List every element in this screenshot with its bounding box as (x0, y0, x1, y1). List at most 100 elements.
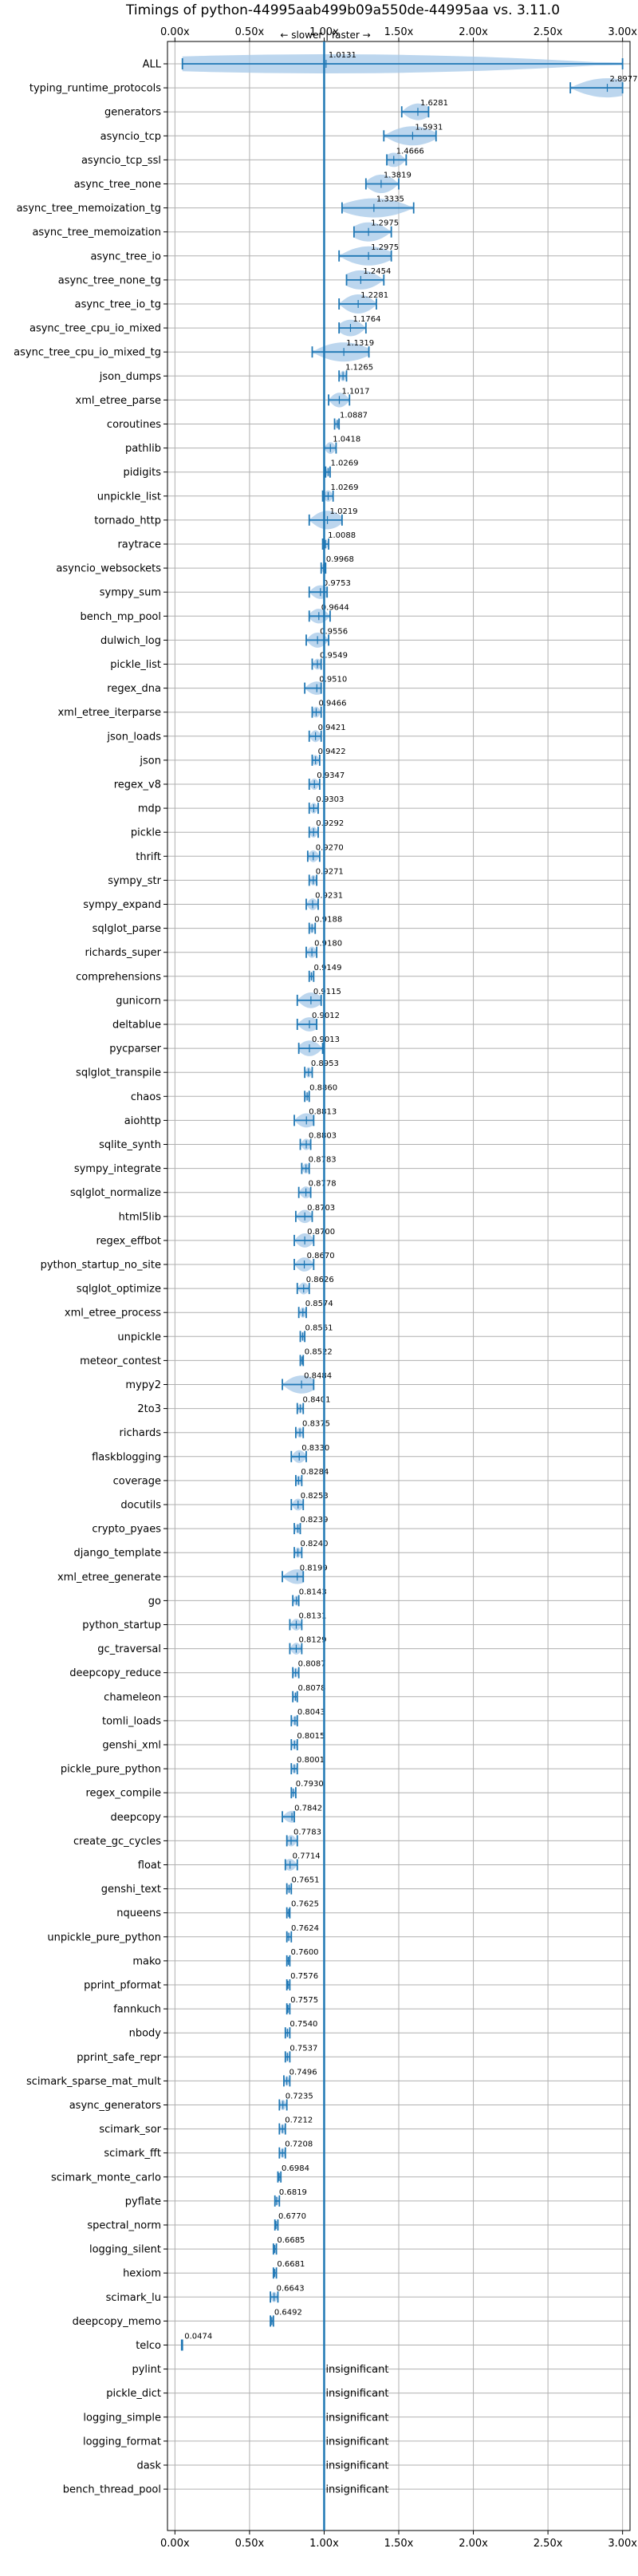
benchmark-value: 1.0269 (330, 483, 358, 492)
benchmark-row: genshi_text 0.7651 (101, 1876, 320, 1896)
benchmark-name: python_startup (82, 1619, 161, 1631)
benchmark-name: nqueens (116, 1907, 161, 1919)
x-tick-label-bottom: 3.00x (608, 2538, 637, 2550)
insignificant-label: insignificant (325, 2460, 388, 2472)
benchmark-name: comprehensions (76, 971, 161, 983)
benchmark-value: 0.6984 (282, 2164, 309, 2173)
benchmark-row: create_gc_cycles 0.7783 (73, 1828, 321, 1848)
benchmark-name: docutils (120, 1500, 161, 1512)
benchmark-row: async_generators 0.7235 (69, 2093, 313, 2112)
benchmark-name: 2to3 (137, 1403, 161, 1415)
benchmark-row: aiohttp 0.8813 (124, 1107, 337, 1128)
x-tick-label-bottom: 0.00x (160, 2538, 190, 2550)
benchmark-name: pickle_list (110, 659, 161, 671)
benchmark-value: 1.2454 (363, 267, 391, 276)
benchmark-row: chaos0.8860 (131, 1083, 337, 1103)
benchmark-row: logging_simple insignificant (83, 2412, 388, 2424)
benchmark-row: docutils 0.8253 (120, 1492, 328, 1512)
x-tick-label-bottom: 1.50x (384, 2538, 414, 2550)
benchmark-name: deepcopy (110, 1812, 161, 1824)
benchmark-value: 0.7540 (289, 2020, 317, 2029)
benchmark-name: sqlglot_parse (93, 923, 161, 935)
benchmark-row: richards_super 0.9180 (85, 940, 342, 960)
benchmark-value: 0.7208 (285, 2140, 313, 2149)
benchmark-row: sympy_integrate 0.8783 (74, 1156, 337, 1176)
benchmark-name: logging_format (83, 2436, 161, 2448)
benchmark-value: 0.7625 (291, 1900, 319, 1909)
benchmark-value: 0.9303 (316, 795, 344, 804)
benchmark-row: pickle_dict insignificant (106, 2388, 388, 2400)
benchmark-name: sqlglot_optimize (77, 1284, 161, 1296)
benchmark-value: 1.0269 (330, 460, 358, 468)
benchmark-value: 0.9013 (312, 1036, 340, 1044)
benchmark-row: sympy_expand 0.9231 (83, 892, 343, 912)
benchmark-name: genshi_xml (102, 1740, 161, 1752)
benchmark-row: async_tree_memoization 1.2975 (32, 219, 399, 242)
benchmark-row: sqlite_synth 0.8803 (99, 1132, 337, 1152)
benchmark-value: 1.4666 (396, 147, 424, 156)
benchmark-name: pickle_pure_python (61, 1764, 161, 1776)
benchmark-row: pprint_pformat 0.7576 (84, 1972, 318, 1992)
benchmark-name: dulwich_log (100, 635, 161, 647)
benchmark-row: mako 0.7600 (132, 1948, 318, 1968)
benchmark-row: pycparser 0.9013 (109, 1036, 340, 1056)
benchmark-row: gc_traversal 0.8129 (97, 1636, 326, 1656)
benchmark-row: scimark_lu 0.6643 (106, 2284, 305, 2304)
benchmark-name: raytrace (117, 539, 161, 551)
benchmark-value: 1.2975 (371, 243, 399, 252)
benchmark-name: logging_silent (89, 2244, 161, 2256)
benchmark-value: 0.8778 (309, 1180, 337, 1189)
benchmark-name: pyflate (125, 2195, 161, 2207)
benchmark-name: sympy_expand (83, 899, 161, 911)
benchmark-name: sympy_str (108, 875, 161, 887)
benchmark-name: sqlglot_normalize (70, 1187, 161, 1199)
benchmark-row: scimark_monte_carlo 0.6984 (51, 2164, 309, 2184)
benchmark-row: regex_v8 0.9347 (114, 771, 345, 791)
benchmark-name: unpickle_pure_python (47, 1931, 161, 1943)
benchmark-name: async_tree_io_tg (75, 299, 161, 311)
benchmark-name: xml_etree_iterparse (57, 707, 161, 719)
x-tick-label-bottom: 2.00x (459, 2538, 488, 2550)
benchmark-name: float (138, 1860, 161, 1872)
benchmark-value: 0.9753 (323, 579, 351, 588)
benchmark-name: async_tree_none_tg (58, 274, 161, 286)
benchmark-name: hexiom (123, 2268, 161, 2280)
benchmark-name: meteor_contest (80, 1355, 161, 1367)
benchmark-name: sympy_integrate (74, 1163, 161, 1175)
benchmark-row: scimark_sor 0.7212 (99, 2116, 313, 2136)
x-tick-label-top: 3.00x (608, 26, 637, 38)
insignificant-label: insignificant (325, 2388, 388, 2400)
benchmark-value: 0.9270 (316, 843, 344, 852)
benchmark-value: 1.5931 (415, 123, 443, 132)
benchmark-name: scimark_monte_carlo (51, 2172, 161, 2183)
benchmark-row: pathlib 1.0418 (125, 436, 360, 456)
benchmark-value: 0.6770 (278, 2212, 306, 2221)
benchmark-value: 0.8330 (301, 1444, 329, 1453)
benchmark-name: bench_mp_pool (80, 611, 161, 623)
benchmark-row: regex_dna 0.9510 (107, 676, 347, 696)
benchmark-row: meteor_contest 0.8522 (80, 1347, 333, 1367)
benchmark-value: 0.8001 (297, 1756, 325, 1765)
benchmark-value: 0.9115 (313, 988, 341, 996)
benchmark-value: 0.9292 (316, 819, 344, 828)
benchmark-value: 0.8626 (306, 1276, 334, 1284)
benchmark-row: flaskblogging 0.8330 (92, 1444, 329, 1464)
benchmark-value: 0.9149 (314, 964, 342, 972)
direction-note: ← slower | faster → (280, 30, 370, 41)
benchmark-name: async_tree_cpu_io_mixed (30, 323, 161, 335)
benchmark-row: pprint_safe_repr 0.7537 (77, 2044, 317, 2064)
x-tick-label-top: 1.50x (384, 26, 414, 38)
benchmark-name: sqlite_synth (99, 1139, 161, 1151)
benchmark-row: mdp 0.9303 (138, 795, 345, 815)
benchmark-value: 0.8484 (304, 1372, 332, 1381)
benchmark-name: generators (104, 107, 161, 119)
benchmark-row: hexiom 0.6681 (123, 2260, 305, 2280)
benchmark-value: 0.8129 (298, 1636, 326, 1645)
benchmark-name: chaos (131, 1091, 161, 1103)
x-axis-top: 0.00x 0.50x 1.00x 1.50x 2.00x 2.50x 3.00x (160, 26, 637, 41)
benchmark-row: bench_thread_pool insignificant (63, 2484, 389, 2496)
benchmark-row: unpickle 0.8561 (117, 1324, 333, 1343)
benchmark-value: 0.8284 (301, 1468, 329, 1477)
benchmark-name: tornado_http (94, 515, 161, 527)
